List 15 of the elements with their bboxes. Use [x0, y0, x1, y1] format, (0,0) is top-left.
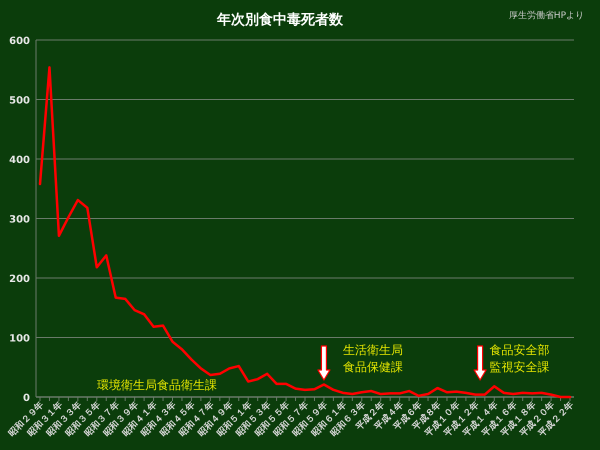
annotation: 生活衛生局 — [342, 343, 403, 357]
annotation: 食品保健課 — [342, 360, 403, 374]
y-tick-label: 600 — [9, 36, 30, 47]
y-tick-label: 200 — [9, 274, 30, 285]
y-tick-label: 0 — [23, 393, 30, 404]
chart-title: 年次別食中毒死者数 — [216, 12, 344, 28]
y-tick-label: 500 — [9, 96, 30, 106]
line-series — [38, 66, 572, 398]
y-tick-label: 300 — [9, 214, 30, 226]
y-tick-label: 400 — [9, 155, 30, 166]
annotation: 環境衛生局食品衛生課 — [96, 378, 217, 392]
annotation: 監視安全課 — [489, 360, 550, 374]
annotation: 食品安全部 — [489, 343, 550, 357]
text: 厚生労働省HPより — [508, 10, 584, 21]
y-tick-label: 100 — [9, 334, 30, 344]
